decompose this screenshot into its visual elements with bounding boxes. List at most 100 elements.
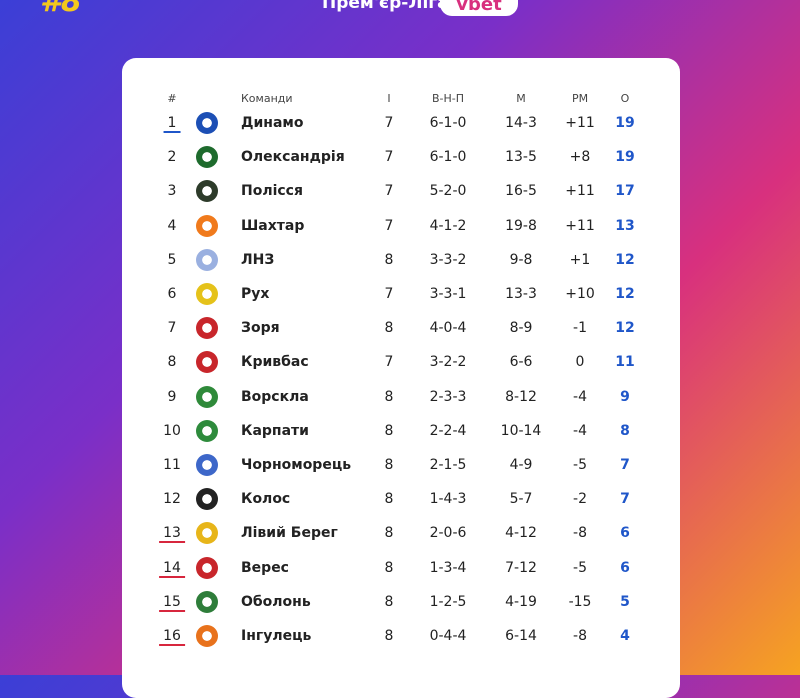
rank: 16 <box>159 628 185 646</box>
stat: -15 <box>568 593 592 610</box>
stat: 5-2-0 <box>429 183 467 200</box>
stat: 4 <box>620 628 630 644</box>
team-logo <box>196 488 218 511</box>
stat: 0 <box>575 354 585 371</box>
stat: 7-12 <box>505 559 537 576</box>
stat: 7 <box>384 183 394 200</box>
stat: 6 <box>620 559 630 576</box>
team-name: Олександрія <box>241 149 345 166</box>
rank: 5 <box>167 251 177 268</box>
page: #8 Прем'єр-Ліга vbet (() => { const data… <box>0 0 800 675</box>
team-logo <box>196 248 218 271</box>
stat: +8 <box>569 149 591 166</box>
round: #8 <box>40 0 82 19</box>
league: Прем'єр-Ліга <box>322 0 449 13</box>
team-name: Ворскла <box>241 388 309 405</box>
stat: 3-3-2 <box>429 251 467 268</box>
stat: 4-0-4 <box>429 320 467 337</box>
stat: +11 <box>565 217 595 234</box>
team-name: Полісся <box>241 183 303 200</box>
team-name: Рух <box>241 286 270 302</box>
stat: 7 <box>620 491 630 508</box>
team-name: Чорноморець <box>241 457 352 473</box>
team-logo <box>196 625 218 647</box>
team-name: Колос <box>241 491 291 508</box>
team-logo <box>196 317 218 340</box>
rank: 2 <box>167 149 177 166</box>
stat: 12 <box>615 320 635 337</box>
stat: 11 <box>615 354 635 371</box>
stat: 7 <box>384 115 394 131</box>
stat: +10 <box>565 286 595 302</box>
stat: 8 <box>620 422 630 439</box>
stat: 7 <box>620 457 630 473</box>
stat: 1-4-3 <box>429 491 467 508</box>
team-logo <box>196 454 218 476</box>
rank: 8 <box>167 354 177 371</box>
team-name: Оболонь <box>241 593 311 610</box>
column-header: # <box>167 92 177 105</box>
team-logo <box>196 556 218 579</box>
stat: 14-3 <box>505 115 537 131</box>
team-logo <box>196 214 218 237</box>
column-header: І <box>387 92 391 105</box>
stat: 1-2-5 <box>429 593 467 610</box>
team-logo <box>196 522 218 545</box>
column-header: РМ <box>571 92 589 105</box>
stat: 10-14 <box>500 422 542 439</box>
stat: 6-14 <box>505 628 537 644</box>
standings-card <box>122 58 680 698</box>
stat: 7 <box>384 217 394 234</box>
stat: -4 <box>573 388 587 405</box>
rank: 9 <box>167 388 177 405</box>
stat: 9 <box>620 388 630 405</box>
team-logo <box>196 419 218 442</box>
stat: 6-6 <box>509 354 533 371</box>
stat: 4-19 <box>505 593 537 610</box>
stat: 6 <box>620 525 630 542</box>
stat: 8 <box>384 491 394 508</box>
stat: 0-4-4 <box>429 628 467 644</box>
stat: 8 <box>384 525 394 542</box>
stat: 1-3-4 <box>429 559 467 576</box>
stat: -8 <box>573 525 587 542</box>
rank: 12 <box>163 491 181 508</box>
stat: -8 <box>573 628 587 644</box>
rank: 11 <box>163 457 181 473</box>
team-name: ЛНЗ <box>241 251 275 268</box>
stat: 8 <box>384 628 394 644</box>
stat: 7 <box>384 149 394 166</box>
rank: 6 <box>167 286 177 302</box>
team-name: Лівий Берег <box>241 525 338 542</box>
column-header: М <box>516 92 526 105</box>
rank: 3 <box>167 183 177 200</box>
stat: +11 <box>565 115 595 131</box>
stat: 9-8 <box>509 251 533 268</box>
stat: -4 <box>573 422 587 439</box>
stat: 8 <box>384 320 394 337</box>
team-name: Інгулець <box>241 628 312 644</box>
stat: 12 <box>615 251 635 268</box>
stat: 13-5 <box>505 149 537 166</box>
stat: 5 <box>620 593 630 610</box>
team-logo <box>196 385 218 408</box>
stat: 4-1-2 <box>429 217 467 234</box>
stat: +1 <box>569 251 591 268</box>
stat: 7 <box>384 286 394 302</box>
stat: 4-9 <box>509 457 533 473</box>
team-logo <box>196 112 218 134</box>
rank: 7 <box>167 320 177 337</box>
stat: 16-5 <box>505 183 537 200</box>
team-logo <box>196 146 218 169</box>
rank: 14 <box>159 560 185 578</box>
team-name: Шахтар <box>241 217 305 234</box>
stat: 19-8 <box>505 217 537 234</box>
stat: 3-3-1 <box>429 286 467 302</box>
team-logo <box>196 351 218 374</box>
stat: 8 <box>384 388 394 405</box>
team-logo <box>196 283 218 305</box>
stat: 19 <box>615 115 635 131</box>
stat: 7 <box>384 354 394 371</box>
team-logo <box>196 590 218 613</box>
team-name: Динамо <box>241 115 304 131</box>
